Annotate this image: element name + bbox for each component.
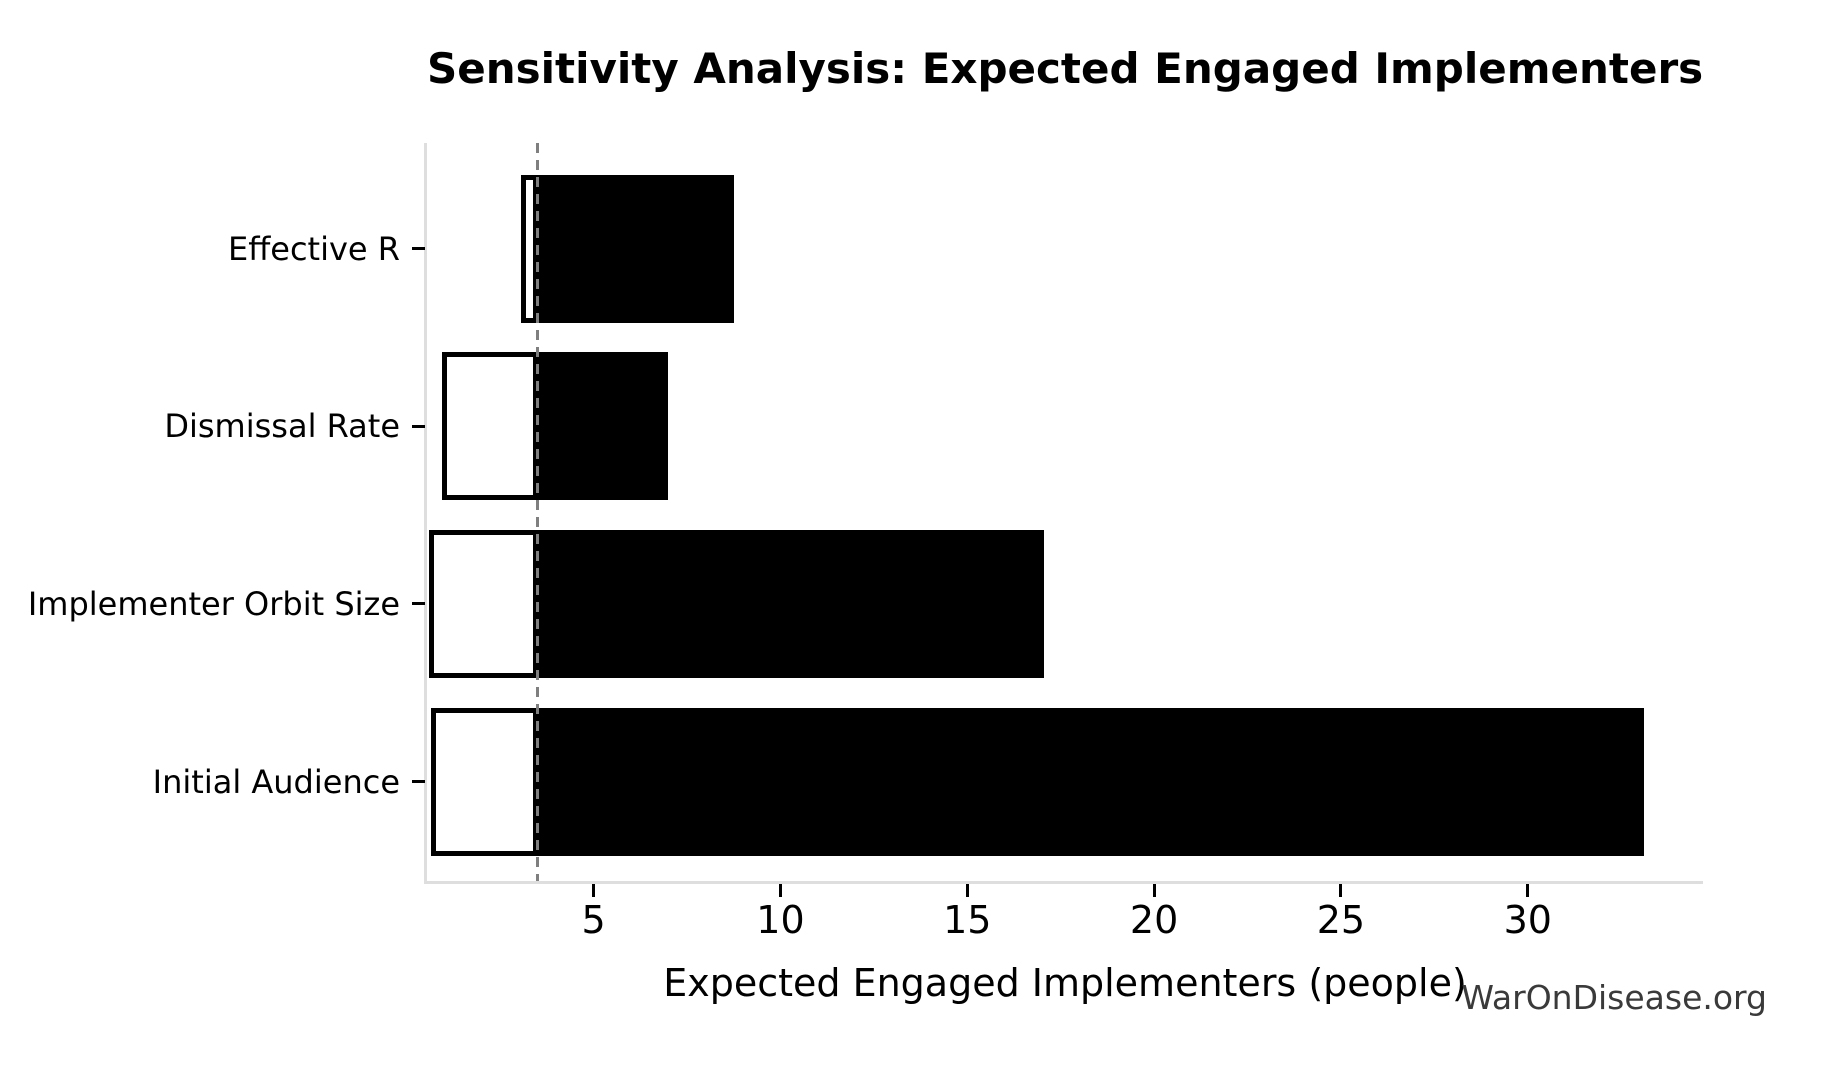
high-bar (537, 174, 734, 323)
x-tick-mark (1526, 884, 1530, 897)
y-axis-category-label: Effective R (227, 229, 400, 268)
y-axis-category-label: Initial Audience (152, 762, 400, 801)
y-axis-category-label: Dismissal Rate (164, 407, 400, 446)
y-axis-category-label: Implementer Orbit Size (27, 584, 400, 623)
x-tick-mark (778, 884, 782, 897)
baseline-dashed-line (536, 143, 540, 881)
y-tick-mark (412, 602, 425, 606)
low-bar (429, 529, 538, 678)
y-tick-mark (412, 247, 425, 250)
x-tick-label: 25 (1316, 898, 1366, 942)
x-tick-mark (1152, 884, 1156, 897)
x-tick-mark (1339, 884, 1343, 897)
x-tick-mark (965, 884, 969, 897)
low-bar (431, 707, 538, 856)
x-tick-label: 15 (943, 898, 992, 942)
low-bar (442, 352, 538, 501)
y-axis-spine (424, 143, 427, 883)
x-tick-label: 20 (1129, 898, 1179, 942)
high-bar (537, 352, 669, 501)
watermark-text: WarOnDisease.org (1461, 978, 1767, 1017)
chart-title: Sensitivity Analysis: Expected Engaged I… (427, 44, 1704, 93)
plot-area (427, 143, 1703, 881)
x-tick-label: 30 (1503, 898, 1552, 942)
x-axis-spine (424, 881, 1703, 884)
y-tick-mark (412, 780, 425, 784)
x-tick-mark (592, 884, 596, 897)
x-axis-title: Expected Engaged Implementers (people) (663, 961, 1467, 1005)
high-bar (537, 529, 1044, 678)
y-tick-mark (412, 424, 425, 428)
x-tick-label: 10 (756, 898, 805, 942)
x-tick-label: 5 (581, 898, 606, 942)
high-bar (537, 707, 1644, 856)
low-bar (520, 174, 538, 323)
